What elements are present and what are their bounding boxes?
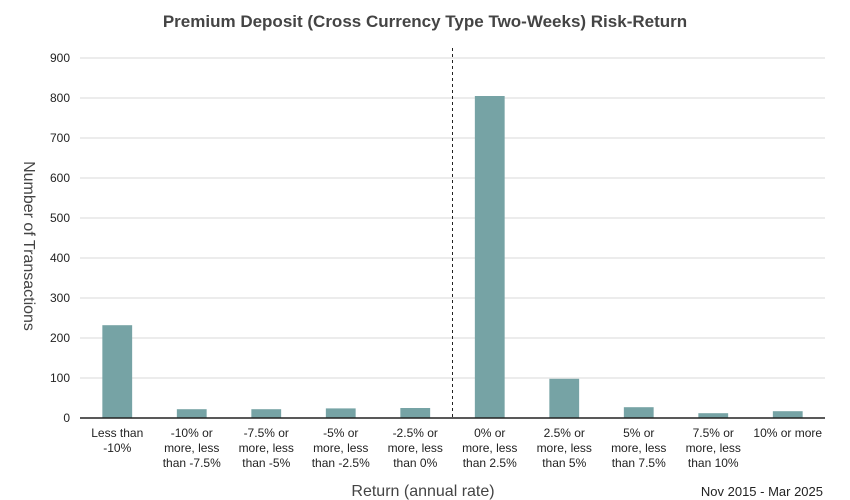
x-tick-label-line: than -2.5% [312,456,370,470]
y-axis-title: Number of Transactions [20,161,37,331]
x-tick-label-line: more, less [462,441,517,455]
y-tick-label: 900 [50,51,70,65]
x-tick-label-line: -10% [103,441,131,455]
x-tick-label-line: more, less [686,441,741,455]
x-tick-label-line: Less than [91,426,143,440]
y-tick-label: 500 [50,211,70,225]
x-tick-label: -2.5% or more, less than 0% [388,426,443,470]
x-tick-label-line: more, less [388,441,443,455]
y-tick-label: 300 [50,291,70,305]
y-tick-label: 800 [50,91,70,105]
bar [475,96,505,418]
x-tick-label-line: -10% or [171,426,213,440]
bar [326,408,356,418]
bar [251,409,281,418]
y-tick-label: 0 [63,411,70,425]
x-tick-label-line: more, less [611,441,666,455]
x-tick-label-line: than -7.5% [163,456,221,470]
bar [624,407,654,418]
y-tick-label: 700 [50,131,70,145]
x-tick-label-line: than -5% [242,456,290,470]
x-tick-label-line: 0% or [474,426,505,440]
x-axis-category-labels: Less than -10%-10% or more, less than -7.5%… [91,426,822,470]
x-tick-label-line: -5% or [323,426,358,440]
x-tick-label-line: than 2.5% [463,456,517,470]
x-tick-label: 5% or more, less than 7.5% [611,426,666,470]
x-tick-label: 7.5% or more, less than 10% [686,426,741,470]
x-tick-label-line: than 10% [688,456,739,470]
y-tick-label: 600 [50,171,70,185]
x-tick-label-line: 10% or more [753,426,822,440]
x-tick-label-line: than 7.5% [612,456,666,470]
bar [773,411,803,418]
x-tick-label: -5% or more, less than -2.5% [312,426,370,470]
bar [549,379,579,418]
x-tick-label-line: more, less [313,441,368,455]
x-tick-label: Less than -10% [91,426,143,455]
x-tick-label: 2.5% or more, less than 5% [537,426,592,470]
y-tick-label: 100 [50,371,70,385]
x-tick-label-line: more, less [537,441,592,455]
x-tick-label: 0% or more, less than 2.5% [462,426,517,470]
x-tick-label-line: -7.5% or [244,426,289,440]
x-tick-label: -10% or more, less than -7.5% [163,426,221,470]
x-tick-label-line: 5% or [623,426,654,440]
x-tick-label-line: more, less [164,441,219,455]
x-tick-label-line: more, less [239,441,294,455]
date-range-note: Nov 2015 - Mar 2025 [701,484,823,499]
x-tick-label: 10% or more [753,426,822,440]
bar [400,408,430,418]
bar [177,409,207,418]
x-tick-label: -7.5% or more, less than -5% [239,426,294,470]
x-tick-label-line: 2.5% or [544,426,585,440]
y-tick-label: 400 [50,251,70,265]
bar [102,325,132,418]
y-tick-label: 200 [50,331,70,345]
x-tick-label-line: than 0% [393,456,437,470]
x-tick-label-line: -2.5% or [393,426,438,440]
x-tick-label-line: 7.5% or [693,426,734,440]
x-tick-label-line: than 5% [542,456,586,470]
y-axis-ticks: 0 100 200 300 400 500 600 700 800 900 [50,51,70,425]
chart-title: Premium Deposit (Cross Currency Type Two… [163,12,687,31]
x-axis-title: Return (annual rate) [351,483,494,500]
